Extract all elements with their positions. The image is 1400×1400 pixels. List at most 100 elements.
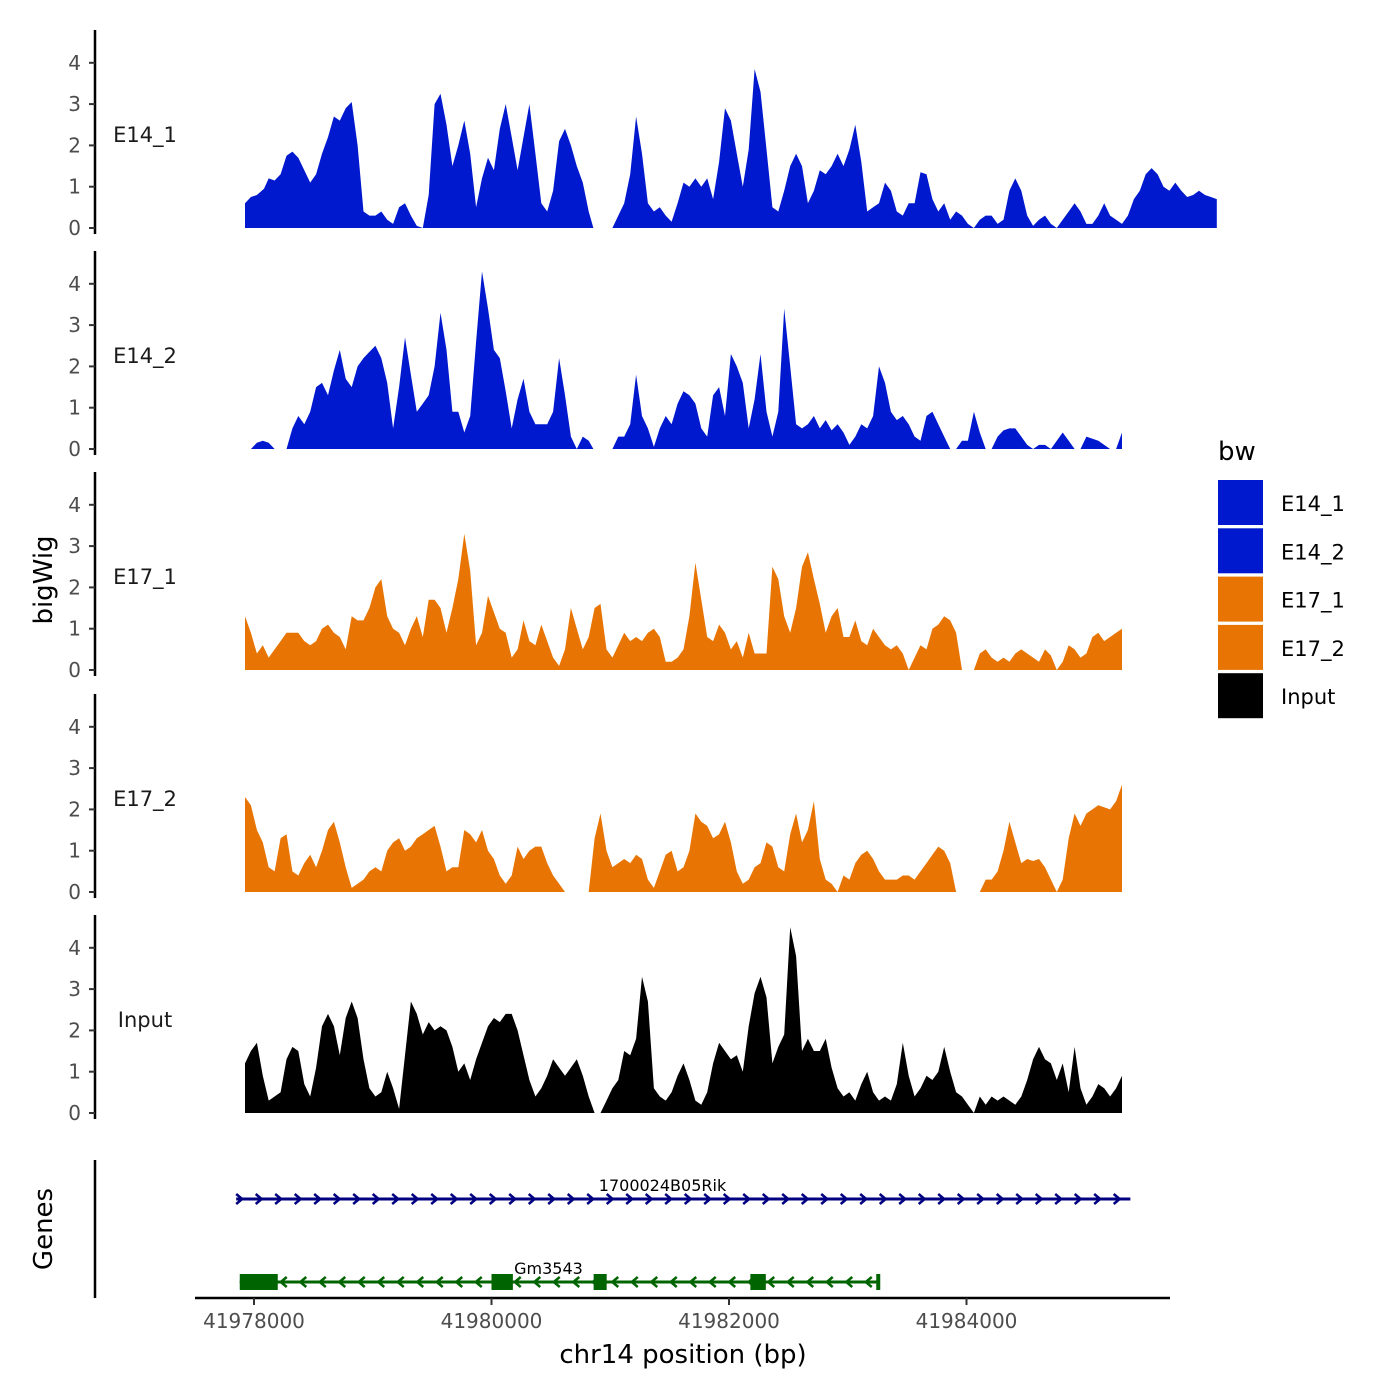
strand-arrow (742, 1193, 752, 1205)
strand-arrow (1015, 1193, 1025, 1205)
y-tick-label: 0 (68, 216, 81, 240)
gene-1700024B05Rik: 1700024B05Rik (235, 1176, 1131, 1205)
y-tick-label: 3 (68, 534, 81, 558)
legend-item-E14_2: E14_2 (1218, 528, 1345, 574)
strand-arrow (235, 1193, 245, 1205)
track-E17_1: 0 1 2 3 4 E17_1 (68, 472, 1122, 682)
x-tick-label: 41978000 (203, 1309, 305, 1333)
y-tick-label: 2 (68, 133, 81, 157)
x-axis: 41978000 41980000 41982000 41984000 (195, 1296, 1170, 1333)
legend-label: E17_1 (1281, 589, 1345, 614)
coverage-area-E14_1 (245, 93, 594, 228)
strand-arrow (293, 1193, 303, 1205)
strand-arrow (937, 1193, 947, 1205)
strand-arrow (917, 1193, 927, 1205)
legend-swatch (1218, 624, 1263, 670)
strand-arrow (820, 1193, 830, 1205)
strand-arrow (1093, 1193, 1103, 1205)
y-tick-label: 1 (68, 175, 81, 199)
strand-arrow (707, 1276, 717, 1288)
strand-arrow (976, 1193, 986, 1205)
strand-arrow (722, 1193, 732, 1205)
legend-swatch (1218, 673, 1263, 719)
strand-arrow (356, 1276, 366, 1288)
strand-arrow (469, 1193, 479, 1205)
strand-arrow (508, 1193, 518, 1205)
strand-arrow (566, 1193, 576, 1205)
track-label: E14_1 (113, 123, 177, 148)
strand-arrow (254, 1193, 264, 1205)
strand-arrow (668, 1276, 678, 1288)
strand-arrow (551, 1276, 561, 1288)
gene-name-label: 1700024B05Rik (599, 1176, 727, 1195)
strand-arrow (395, 1276, 405, 1288)
y-tick-label: 0 (68, 658, 81, 682)
strand-arrow (278, 1276, 288, 1288)
y-tick-label: 4 (68, 493, 81, 517)
track-label: Input (118, 1008, 172, 1032)
legend-label: E14_2 (1281, 540, 1345, 565)
strand-arrow (512, 1276, 522, 1288)
strand-arrow (1054, 1193, 1064, 1205)
exon-block (491, 1274, 513, 1290)
legend-item-E17_1: E17_1 (1218, 576, 1345, 622)
legend-title: bw (1218, 437, 1256, 467)
strand-arrow (547, 1193, 557, 1205)
coverage-area-E14_2 (286, 271, 594, 449)
y-tick-label: 2 (68, 354, 81, 378)
strand-arrow (430, 1193, 440, 1205)
strand-arrow (863, 1276, 873, 1288)
legend-label: E14_1 (1281, 492, 1345, 517)
y-tick-label: 4 (68, 715, 81, 739)
x-axis-title: chr14 position (bp) (559, 1340, 806, 1370)
legend: E14_1 E14_2 E17_1 E17_2 Input (1218, 480, 1345, 719)
strand-arrow (1112, 1193, 1122, 1205)
coverage-area-E14_2 (612, 308, 1122, 449)
strand-arrow (800, 1193, 810, 1205)
strand-arrow (298, 1276, 308, 1288)
strand-arrow (527, 1193, 537, 1205)
strand-arrow (995, 1193, 1005, 1205)
coverage-area-E14_2 (250, 440, 275, 449)
strand-arrow (454, 1276, 464, 1288)
y-tick-label: 2 (68, 797, 81, 821)
track-E14_2: 0 1 2 3 4 E14_2 (68, 251, 1122, 461)
x-tick-label: 41982000 (678, 1309, 780, 1333)
strand-arrow (664, 1193, 674, 1205)
y-tick-label: 2 (68, 575, 81, 599)
y-tick-label: 4 (68, 272, 81, 296)
strand-arrow (859, 1193, 869, 1205)
y-tick-label: 3 (68, 977, 81, 1001)
strand-arrow (1034, 1193, 1044, 1205)
strand-arrow (839, 1193, 849, 1205)
track-Input: 0 1 2 3 4 Input (68, 915, 1122, 1125)
legend-item-Input: Input (1218, 673, 1335, 719)
genes-panel-title: Genes (29, 1188, 59, 1270)
strand-arrow (956, 1193, 966, 1205)
legend-label: Input (1281, 685, 1335, 709)
strand-arrow (644, 1193, 654, 1205)
strand-arrow (376, 1276, 386, 1288)
strand-arrow (824, 1276, 834, 1288)
legend-swatch (1218, 480, 1263, 525)
coverage-area-E17_2 (588, 801, 957, 892)
exon-block (593, 1274, 607, 1290)
genes-panel: 1700024B05Rik Gm3543 (93, 1160, 1131, 1298)
legend-item-E17_2: E17_2 (1218, 624, 1345, 670)
exon-block (239, 1274, 278, 1290)
y-tick-label: 1 (68, 396, 81, 420)
legend-item-E14_1: E14_1 (1218, 480, 1345, 525)
legend-swatch (1218, 528, 1263, 574)
y-tick-label: 3 (68, 313, 81, 337)
y-axis-title: bigWig (29, 535, 59, 624)
strand-arrow (332, 1193, 342, 1205)
strand-arrow (532, 1276, 542, 1288)
x-tick-label: 41980000 (441, 1309, 543, 1333)
legend-label: E17_2 (1281, 637, 1345, 662)
strand-arrow (781, 1193, 791, 1205)
y-tick-label: 0 (68, 437, 81, 461)
exon-block (750, 1274, 766, 1290)
strand-arrow (449, 1193, 459, 1205)
coverage-area-Input (600, 927, 1122, 1113)
